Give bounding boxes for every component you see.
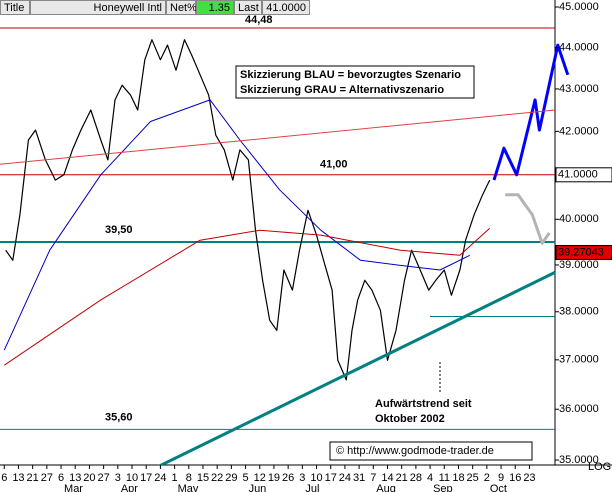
- x-tick-label: 27: [41, 472, 53, 484]
- month-label: Sep: [433, 483, 453, 492]
- month-label: May: [178, 483, 199, 492]
- x-tick-label: 9: [498, 472, 504, 484]
- x-tick-label: 21: [27, 472, 39, 484]
- header-last-label: Last: [234, 0, 262, 15]
- month-label: Apr: [121, 483, 138, 492]
- level-label: 39,50: [105, 224, 133, 236]
- x-tick-label: 16: [509, 472, 521, 484]
- sketch-layer: [0, 43, 570, 465]
- y-tick-label: 36.0000: [559, 403, 599, 415]
- month-label: Oct: [490, 483, 507, 492]
- x-tick-label: 21: [396, 472, 408, 484]
- x-tick-label: 24: [339, 472, 351, 484]
- price-marker: [555, 167, 612, 183]
- y-tick-label: 45.0000: [559, 1, 599, 13]
- series-line: [3, 99, 471, 351]
- month-label: Aug: [376, 483, 396, 492]
- series-line: [0, 109, 556, 165]
- x-tick-label: 22: [211, 472, 223, 484]
- y-tick-label: 37.0000: [559, 354, 599, 366]
- y-tick-label: 44.0000: [559, 41, 599, 53]
- month-label: Jul: [305, 483, 319, 492]
- x-tick-label: 15: [197, 472, 209, 484]
- x-tick-label: 26: [282, 472, 294, 484]
- month-label: Mar: [64, 483, 83, 492]
- level-label: 41,00: [320, 159, 348, 171]
- price-marker-label: 39.27043: [558, 246, 604, 258]
- series-line: [5, 39, 491, 381]
- series-line: [492, 43, 570, 181]
- x-tick-label: 10: [126, 472, 138, 484]
- x-tick-label: 10: [310, 472, 322, 484]
- series-line: [157, 271, 556, 465]
- header-net-value: 1.35: [196, 0, 234, 15]
- x-tick-label: 19: [268, 472, 280, 484]
- x-tick-label: 4: [427, 472, 433, 484]
- x-tick-label: 25: [467, 472, 479, 484]
- level-label: 35,60: [105, 411, 133, 423]
- price-marker: [555, 244, 612, 260]
- x-tick-label: 12: [254, 472, 266, 484]
- series-line: [4, 227, 491, 366]
- y-tick-label: 35.0000: [559, 454, 599, 466]
- x-tick-label: 17: [325, 472, 337, 484]
- y-tick-label: 42.0000: [559, 125, 599, 137]
- x-tick-label: 13: [69, 472, 81, 484]
- copyright-box: [329, 441, 533, 461]
- header-title: Title: [0, 0, 30, 15]
- x-tick-label: 11: [439, 472, 450, 484]
- header-net-label: Net%: [166, 0, 197, 15]
- y-tick-label: 40.0000: [559, 213, 599, 225]
- x-tick-label: 13: [12, 472, 24, 484]
- series-line: [505, 193, 551, 245]
- month-label: Jun: [249, 483, 267, 492]
- y-tick-label: 39.0000: [559, 259, 599, 271]
- y-tick-label: 41.0000: [559, 169, 599, 181]
- plot-area: [3, 39, 491, 381]
- x-tick-label: 24: [154, 472, 166, 484]
- annotation: Skizzierung BLAU = bevorzugtes Szenario: [240, 69, 461, 81]
- annotation: Oktober 2002: [375, 413, 445, 425]
- annotation: Skizzierung GRAU = Alternativszenario: [240, 84, 444, 96]
- x-tick-label: 5: [243, 472, 249, 484]
- x-tick-label: 27: [97, 472, 109, 484]
- y-tick-label: 43.0000: [559, 83, 599, 95]
- header-name: Honeywell Intl: [30, 0, 166, 15]
- x-tick-label: 18: [452, 472, 464, 484]
- x-tick-label: 29: [225, 472, 237, 484]
- x-tick-label: 6: [1, 472, 7, 484]
- x-tick-label: 28: [410, 472, 422, 484]
- x-tick-label: 31: [353, 472, 365, 484]
- x-tick-label: 23: [523, 472, 535, 484]
- x-tick-label: 6: [58, 472, 64, 484]
- x-tick-label: 20: [83, 472, 95, 484]
- x-tick-label: 2: [484, 472, 490, 484]
- scale-label: LOG: [588, 461, 611, 473]
- legend-box: [235, 65, 475, 99]
- x-tick-label: 14: [381, 472, 393, 484]
- x-tick-label: 3: [115, 472, 121, 484]
- x-tick-label: 1: [172, 472, 178, 484]
- annotation: © http://www.godmode-trader.de: [336, 445, 494, 457]
- x-tick-label: 8: [186, 472, 192, 484]
- header-last-value: 41.0000: [262, 0, 310, 15]
- x-tick-label: 17: [140, 472, 152, 484]
- price-marker-label: 41.0000: [558, 169, 598, 181]
- y-tick-label: 38.0000: [559, 306, 599, 318]
- annotation: Aufwärtstrend seit: [375, 398, 472, 410]
- x-tick-label: 3: [299, 472, 305, 484]
- x-tick-label: 7: [370, 472, 376, 484]
